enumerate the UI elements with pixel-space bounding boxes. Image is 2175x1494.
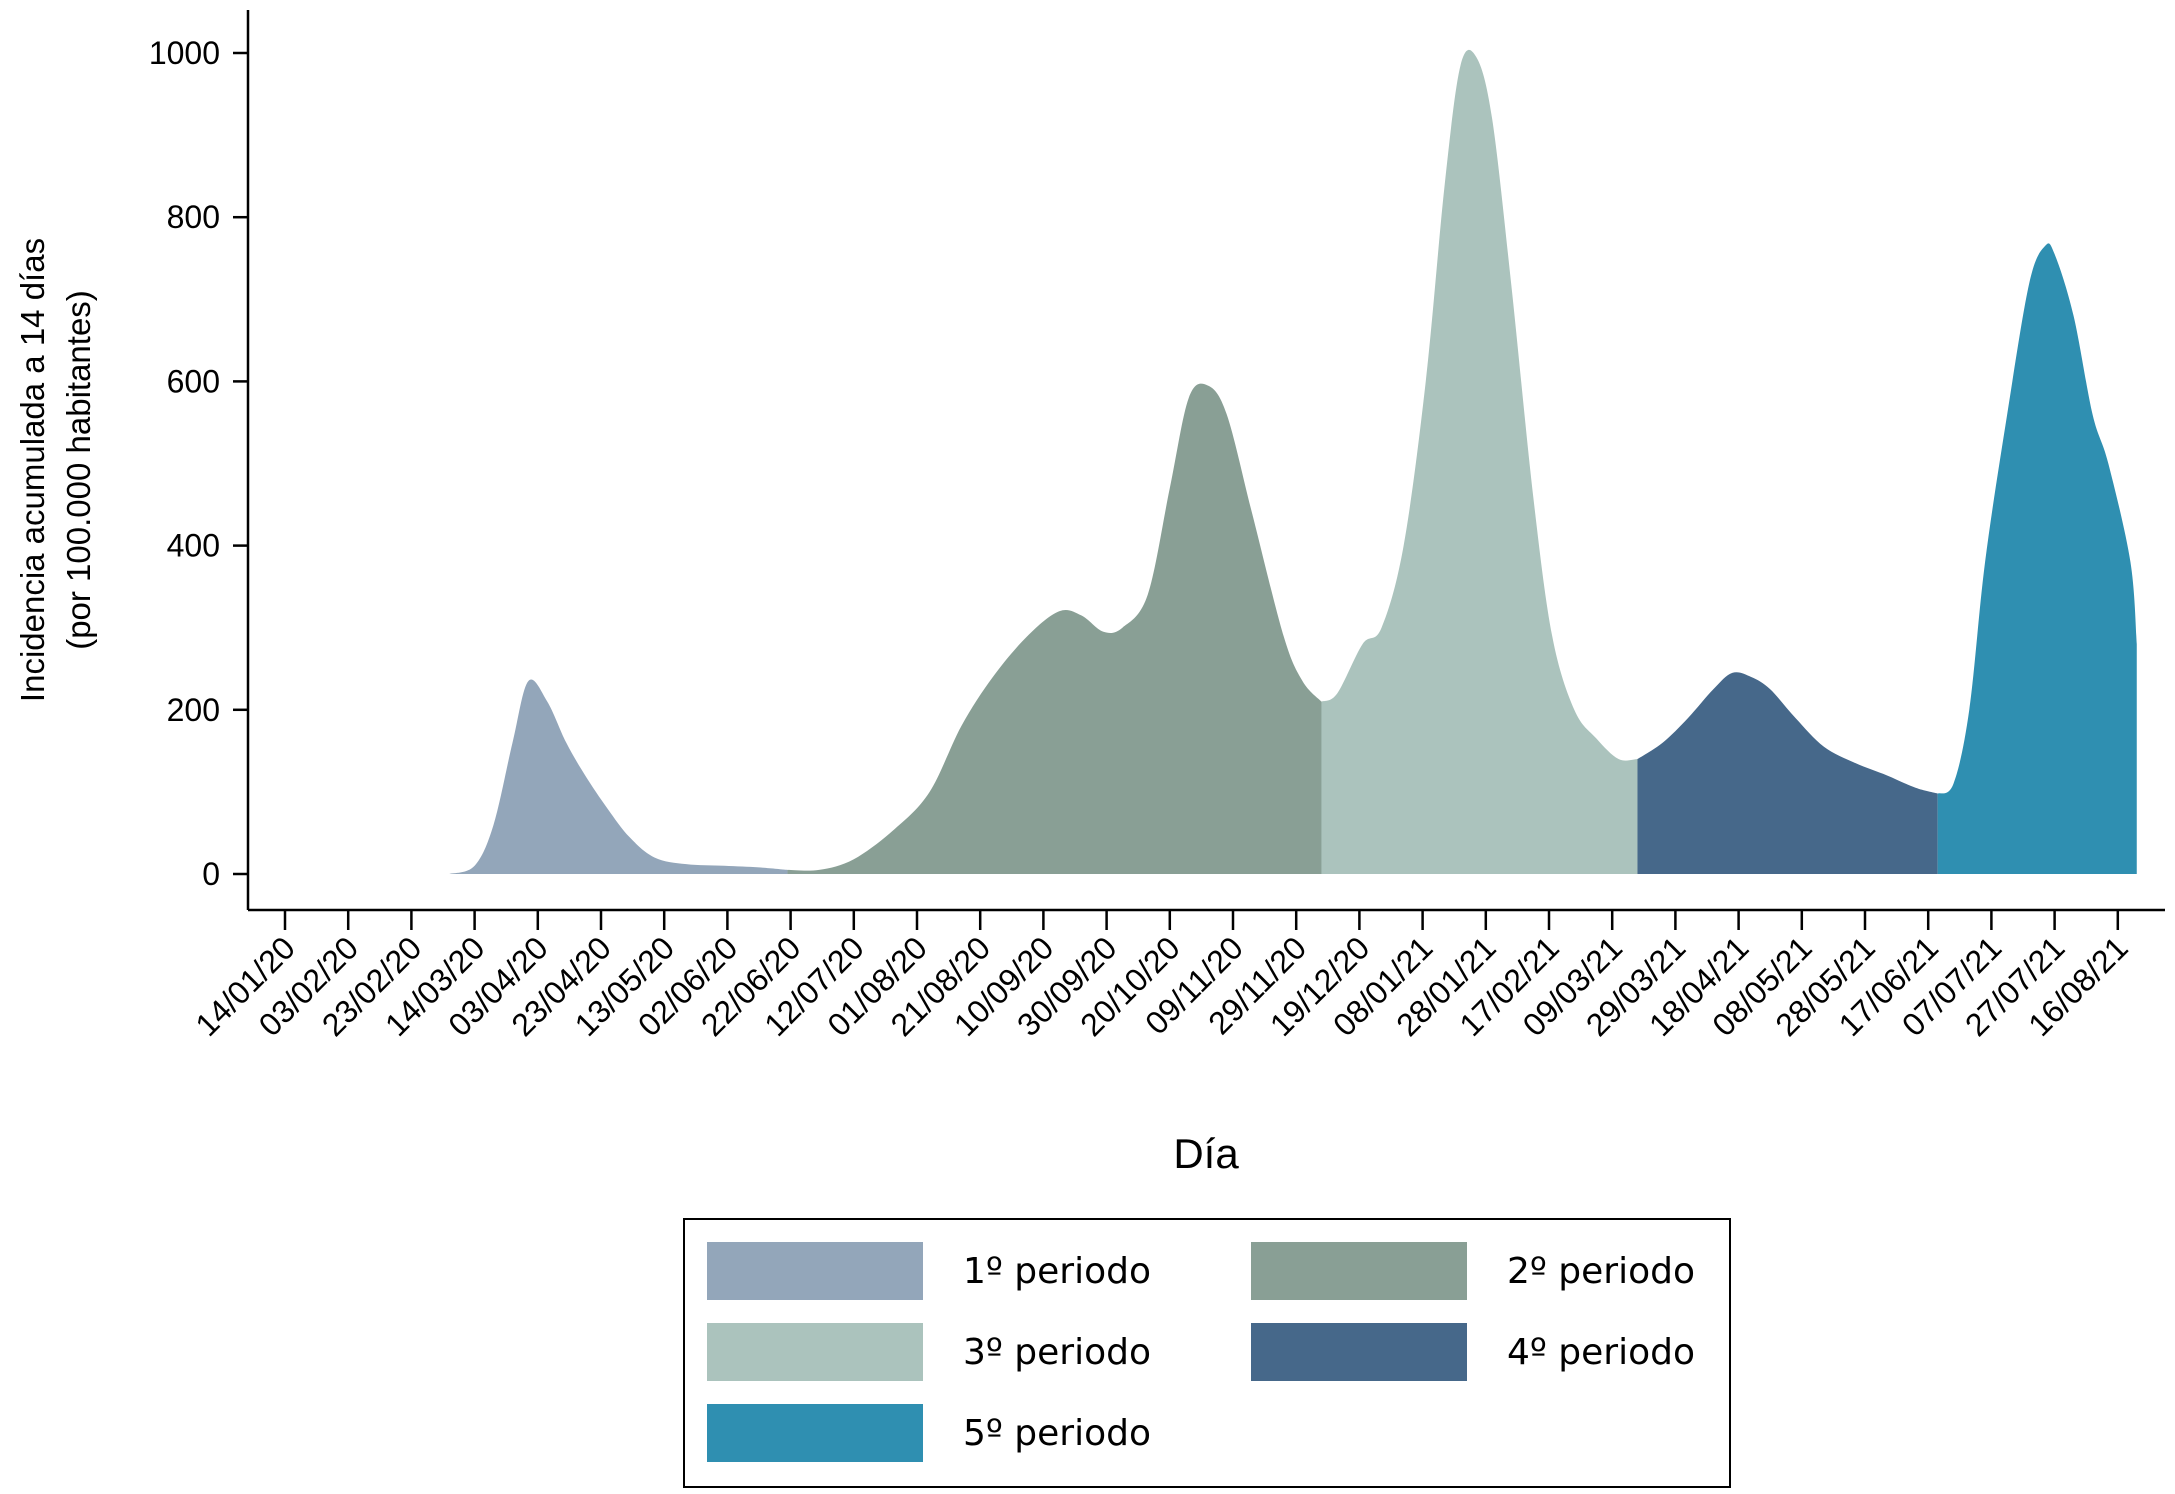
x-ticks: 14/01/2003/02/2023/02/2014/03/2003/04/20… [188,910,2135,1043]
incidence-area-chart: 0 200 400 600 800 1000 14/01/2003/02/2023/02/… [14,10,2165,1177]
area-periodo-4 [1637,672,1938,874]
legend-item-periodo-4: 4º periodo [1251,1323,1695,1381]
y-tick-label: 800 [167,199,220,235]
y-ticks: 0 200 400 600 800 1000 [149,35,248,892]
legend-item-periodo-2: 2º periodo [1251,1242,1695,1300]
y-tick-label: 400 [167,528,220,564]
legend-swatch-periodo-5 [707,1404,923,1462]
series-areas [449,49,2137,875]
area-periodo-3 [1321,49,1638,875]
legend-label-periodo-3: 3º periodo [963,1331,1152,1373]
legend-label-periodo-2: 2º periodo [1507,1250,1696,1292]
y-tick-label: 200 [167,692,220,728]
y-tick-label: 0 [202,856,220,892]
x-axis-title: Día [1173,1130,1239,1177]
axes [246,10,2165,912]
legend-item-periodo-3: 3º periodo [707,1323,1151,1381]
legend-item-periodo-1: 1º periodo [707,1242,1151,1300]
legend-label-periodo-4: 4º periodo [1507,1331,1696,1373]
legend-swatch-periodo-4 [1251,1323,1467,1381]
y-axis-title-unit: (por 100.000 habitantes) [60,290,97,650]
legend-swatch-periodo-1 [707,1242,923,1300]
legend-label-periodo-1: 1º periodo [963,1250,1152,1292]
area-periodo-2 [787,383,1322,874]
y-axis-title: Incidencia acumulada a 14 días [14,238,51,702]
y-tick-label: 1000 [149,35,220,71]
legend-label-periodo-5: 5º periodo [963,1412,1152,1454]
y-tick-label: 600 [167,363,220,399]
area-periodo-1 [449,679,788,874]
legend-swatch-periodo-2 [1251,1242,1467,1300]
area-periodo-5 [1937,243,2137,874]
legend-swatch-periodo-3 [707,1323,923,1381]
legend: 1º periodo 2º periodo 3º periodo 4º peri… [683,1218,1731,1488]
legend-item-periodo-5: 5º periodo [707,1404,1151,1462]
